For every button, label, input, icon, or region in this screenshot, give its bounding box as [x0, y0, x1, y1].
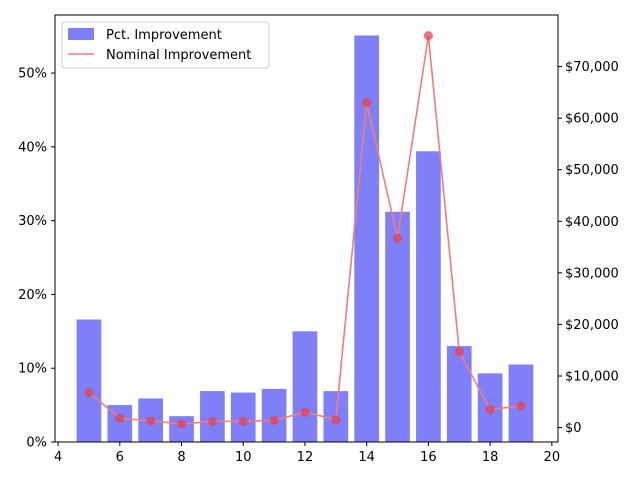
line-series	[84, 31, 526, 429]
plot-frame	[54, 14, 559, 443]
legend: Pct. Improvement Nominal Improvement	[61, 21, 270, 69]
legend-label-pct: Pct. Improvement	[106, 28, 222, 43]
x-tick-label: 8	[177, 450, 185, 465]
legend-bar-swatch	[68, 28, 94, 40]
nominal-point	[238, 416, 248, 426]
bar	[261, 388, 287, 442]
nominal-point	[516, 401, 526, 411]
x-tick-label: 10	[235, 450, 252, 465]
x-axis: 4 6 8 10 12 14 16 18 20	[54, 442, 560, 465]
nominal-point	[269, 415, 279, 425]
nominal-point	[331, 415, 341, 425]
y-right-tick-label: $40,000	[565, 215, 619, 230]
y-right-tick-label: $70,000	[565, 60, 619, 75]
x-tick-label: 18	[482, 450, 499, 465]
nominal-point	[423, 31, 433, 41]
y-left-tick-label: 0%	[26, 436, 47, 451]
y-right-tick-label: $50,000	[565, 163, 619, 178]
nominal-point	[300, 407, 310, 417]
x-tick-label: 20	[544, 450, 561, 465]
x-tick-label: 14	[358, 450, 375, 465]
y-axis-right: $0 $10,000 $20,000 $30,000 $40,000 $50,000 $60…	[558, 60, 619, 436]
y-left-tick-label: 40%	[18, 140, 47, 155]
nominal-point	[146, 416, 156, 426]
nominal-point	[454, 347, 464, 357]
nominal-point	[393, 233, 403, 243]
bar	[292, 331, 318, 442]
bar-series	[76, 35, 534, 442]
nominal-point	[177, 419, 187, 429]
bar	[416, 151, 441, 442]
x-tick-label: 12	[297, 450, 314, 465]
bar	[200, 391, 225, 442]
y-left-tick-label: 10%	[18, 362, 47, 377]
x-tick-label: 6	[116, 450, 124, 465]
y-left-tick-label: 30%	[18, 214, 47, 229]
y-right-tick-label: $20,000	[565, 318, 619, 333]
bar	[446, 346, 472, 442]
x-tick-label: 16	[420, 450, 437, 465]
plot-border	[54, 14, 559, 443]
y-left-tick-label: 20%	[18, 288, 47, 303]
nominal-point	[485, 405, 495, 415]
y-right-tick-label: $10,000	[565, 369, 619, 384]
nominal-point	[207, 416, 217, 426]
y-right-tick-label: $30,000	[565, 266, 619, 281]
bar	[76, 319, 102, 442]
y-right-tick-label: $60,000	[565, 112, 619, 127]
nominal-point	[362, 98, 372, 108]
y-left-tick-label: 50%	[18, 67, 47, 82]
nominal-point	[115, 413, 125, 423]
legend-box	[61, 21, 270, 69]
bar	[354, 35, 380, 442]
y-axis-left: 0% 10% 20% 30% 40% 50%	[18, 67, 55, 451]
bar	[385, 211, 410, 442]
legend-label-nominal: Nominal Improvement	[106, 48, 251, 63]
nominal-point	[84, 387, 94, 397]
x-tick-label: 4	[54, 450, 62, 465]
y-right-tick-label: $0	[565, 421, 582, 436]
